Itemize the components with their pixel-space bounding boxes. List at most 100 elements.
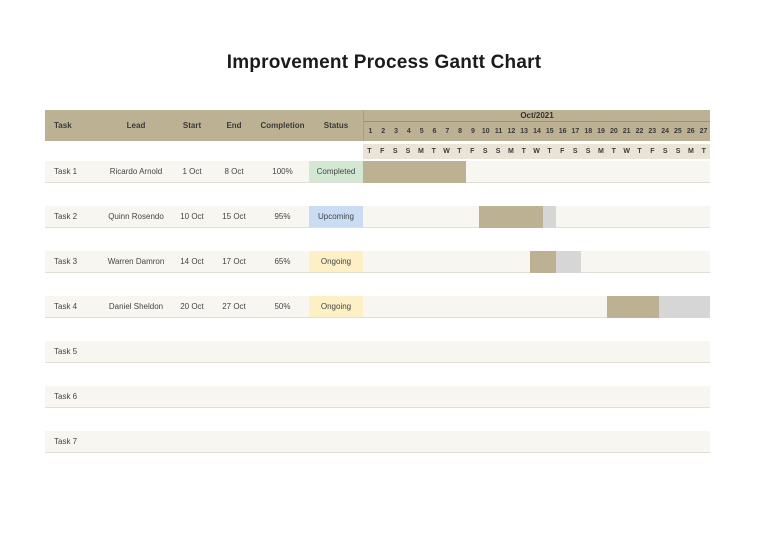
- end-date-cell: 8 Oct: [224, 167, 244, 176]
- weekday-letter: T: [637, 148, 642, 155]
- lead-cell: [100, 341, 172, 362]
- weekday-letter: F: [650, 148, 655, 155]
- lead-cell: Ricardo Arnold: [109, 167, 163, 176]
- timeline-cell: [363, 296, 710, 318]
- status-badge: [309, 341, 363, 362]
- day-number: 11: [494, 128, 503, 135]
- task-name-cell: Task 6: [54, 392, 78, 401]
- status-badge: [309, 386, 363, 407]
- day-number: 19: [597, 128, 605, 135]
- day-number: 3: [394, 128, 398, 135]
- day-number: 5: [419, 128, 424, 135]
- weekday-letter: S: [572, 148, 578, 155]
- status-badge: Ongoing: [309, 296, 363, 317]
- completion-cell: [256, 431, 309, 452]
- gantt-bar-remaining: [542, 206, 556, 228]
- day-number: 12: [507, 128, 516, 135]
- day-number: 18: [584, 128, 593, 135]
- weekday-letter: M: [687, 148, 694, 155]
- gantt-bar-done: [530, 251, 556, 273]
- day-number: 6: [432, 128, 437, 135]
- day-number: 8: [458, 128, 463, 135]
- day-number: 24: [661, 128, 669, 135]
- status-badge: Upcoming: [309, 206, 363, 227]
- task-row: Task 1 Ricardo Arnold 1 Oct 8 Oct 100% Comple…: [45, 161, 710, 183]
- weekday-letter: F: [470, 148, 475, 155]
- weekday-letter: T: [457, 148, 462, 155]
- start-date-cell: 1 Oct: [182, 167, 202, 176]
- timeline-cell: [363, 341, 710, 362]
- gantt-bar-done: [478, 206, 543, 228]
- day-number: 10: [481, 128, 490, 135]
- weekday-letter: W: [443, 148, 450, 155]
- end-date-cell: [212, 341, 256, 362]
- weekday-letter: F: [560, 148, 565, 155]
- day-number: 20: [609, 128, 618, 135]
- task-name-cell: Task 5: [54, 347, 78, 356]
- day-number: 2: [381, 128, 386, 135]
- task-name-cell: Task 4: [54, 302, 78, 311]
- weekday-letter: S: [392, 148, 398, 155]
- day-number: 15: [545, 128, 554, 135]
- task-row: Task 2 Quinn Rosendo 10 Oct 15 Oct 95% Upcomi…: [45, 206, 710, 228]
- completion-cell: 50%: [274, 302, 291, 311]
- timeline-cell: [363, 386, 710, 407]
- column-headers: Task Lead Start End Completion Status: [45, 110, 363, 141]
- start-date-cell: [172, 386, 212, 407]
- lead-cell: [100, 386, 172, 407]
- task-name-cell: Task 2: [54, 212, 78, 221]
- column-header-end: End: [226, 121, 242, 130]
- day-number: 21: [622, 128, 631, 135]
- weekday-letter: T: [701, 148, 706, 155]
- weekday-letter: S: [585, 148, 591, 155]
- weekday-letter: F: [380, 148, 385, 155]
- weekday-letter: W: [623, 148, 630, 155]
- start-date-cell: [172, 431, 212, 452]
- column-header-status: Status: [323, 121, 349, 130]
- task-row: Task 4 Daniel Sheldon 20 Oct 27 Oct 50% Ongoi…: [45, 296, 710, 318]
- calendar-header: Oct/2021 1 2 3 4 5 6 7 8 9 10 11 12 13 14 15 16 17 18 19 20…: [363, 110, 710, 141]
- task-row: Task 7: [45, 431, 710, 453]
- table-header-row: Task Lead Start End Completion Status Oc…: [45, 110, 710, 141]
- start-date-cell: 10 Oct: [180, 212, 204, 221]
- weekday-letter: T: [611, 148, 616, 155]
- gantt-table: Task Lead Start End Completion Status Oc…: [45, 110, 710, 476]
- day-number: 4: [406, 128, 411, 135]
- task-row: Task 3 Warren Damron 14 Oct 17 Oct 65% Ongoin…: [45, 251, 710, 273]
- end-date-cell: 27 Oct: [222, 302, 246, 311]
- day-number: 16: [558, 128, 567, 135]
- day-number: 17: [571, 128, 580, 135]
- weekday-letter: S: [405, 148, 411, 155]
- start-date-cell: 20 Oct: [180, 302, 204, 311]
- start-date-cell: [172, 341, 212, 362]
- page-title: Improvement Process Gantt Chart: [226, 52, 542, 73]
- weekday-letter: S: [482, 148, 488, 155]
- weekday-letter: S: [662, 148, 668, 155]
- timeline-cell: [363, 431, 710, 452]
- completion-cell: 100%: [272, 167, 293, 176]
- day-number: 14: [533, 128, 541, 135]
- timeline-cell: [363, 161, 710, 183]
- day-number: 7: [445, 128, 450, 135]
- timeline-cell: [363, 251, 710, 273]
- weekday-letter: S: [495, 148, 501, 155]
- weekday-letter: M: [597, 148, 604, 155]
- gantt-bar-remaining: [658, 296, 710, 318]
- month-label: Oct/2021: [364, 110, 710, 122]
- start-date-cell: 14 Oct: [180, 257, 204, 266]
- gantt-bar-done: [607, 296, 659, 318]
- gantt-bar-done: [363, 161, 466, 183]
- status-badge: Ongoing: [309, 251, 363, 272]
- lead-cell: Daniel Sheldon: [108, 302, 164, 311]
- completion-cell: 65%: [274, 257, 291, 266]
- weekday-letter: S: [675, 148, 681, 155]
- column-header-start: Start: [182, 121, 202, 130]
- weekday-letter: T: [367, 148, 372, 155]
- completion-cell: [256, 341, 309, 362]
- weekday-letter: W: [533, 148, 540, 155]
- task-name-cell: Task 7: [54, 437, 78, 446]
- lead-cell: [100, 431, 172, 452]
- column-header-completion: Completion: [260, 121, 305, 130]
